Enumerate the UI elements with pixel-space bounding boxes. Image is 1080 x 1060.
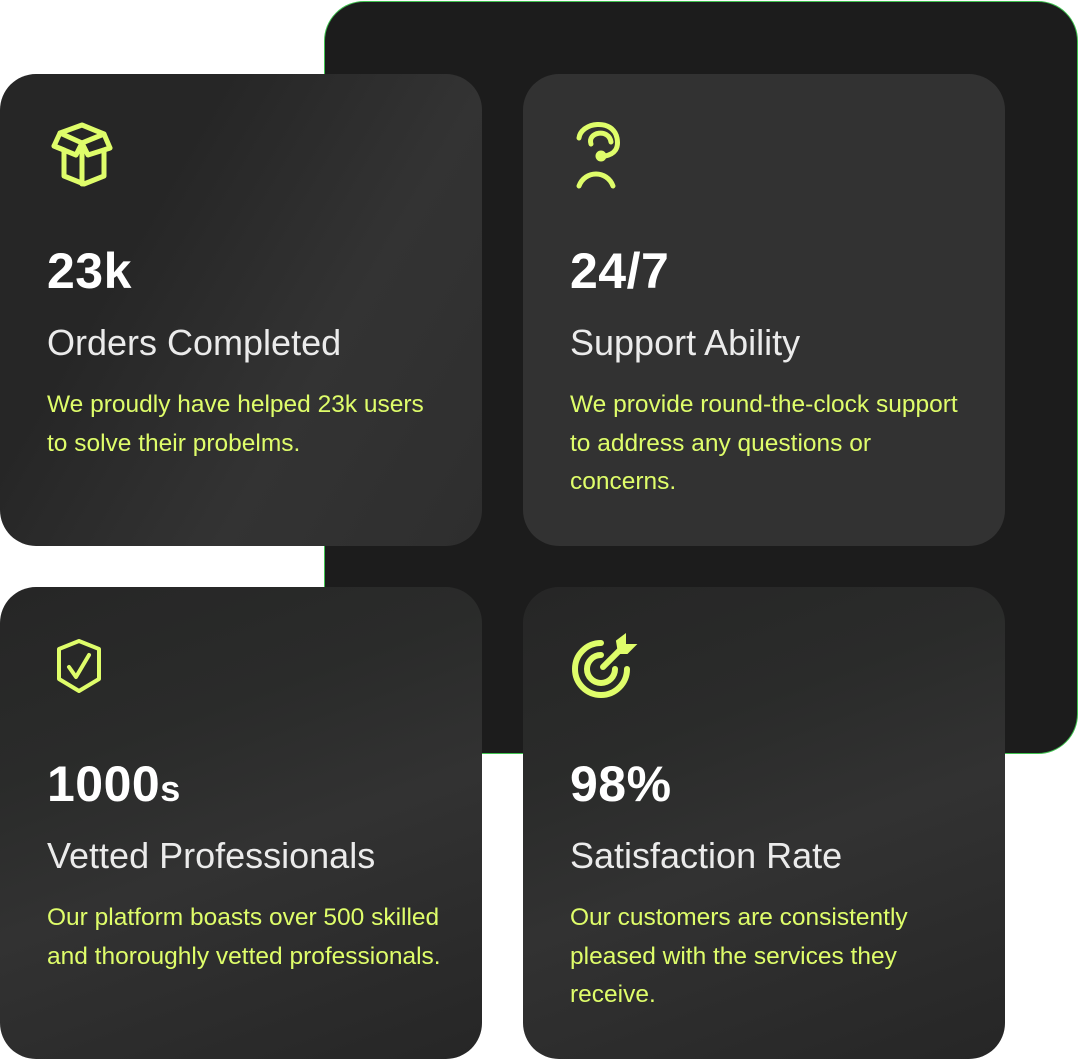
- stat-card-satisfaction: 98% Satisfaction Rate Our customers are …: [523, 587, 1005, 1059]
- stat-number: 98%: [570, 756, 672, 812]
- stat-number: 23k: [47, 243, 132, 299]
- stat-description: Our platform boasts over 500 skilled and…: [47, 904, 441, 970]
- stat-description: Our customers are consistently pleased w…: [570, 904, 908, 1008]
- stat-card-professionals: 1000s Vetted Professionals Our platform …: [0, 587, 482, 1059]
- stat-card-support: 24/7 Support Ability We provide round-th…: [523, 74, 1005, 546]
- stat-description: We proudly have helped 23k users to solv…: [47, 391, 424, 457]
- stat-title: Orders Completed: [47, 322, 342, 363]
- stat-number: 1000s: [47, 756, 181, 812]
- stat-title: Satisfaction Rate: [570, 835, 843, 876]
- stat-number: 24/7: [570, 243, 670, 299]
- box-icon: [51, 122, 113, 187]
- stat-description: We provide round-the-clock support to ad…: [570, 391, 958, 495]
- target-arrow-icon: [572, 633, 638, 698]
- headset-support-icon: [576, 122, 620, 189]
- stat-title: Vetted Professionals: [47, 835, 376, 876]
- stat-title: Support Ability: [570, 322, 801, 363]
- stat-card-orders: 23k Orders Completed We proudly have hel…: [0, 74, 482, 546]
- shield-check-icon: [57, 639, 101, 693]
